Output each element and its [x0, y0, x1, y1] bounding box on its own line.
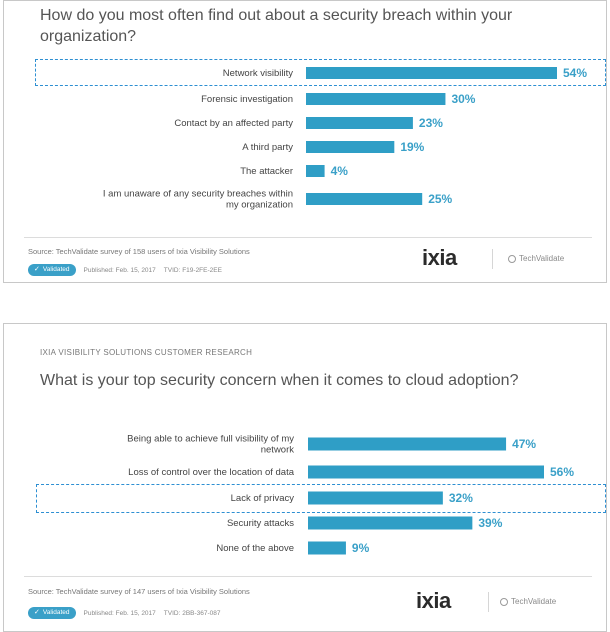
- bar-label: The attacker: [240, 166, 293, 177]
- bar-value-label: 9%: [352, 541, 370, 555]
- meta-row: ✓ Validated Published: Feb. 15, 2017 TVID…: [28, 607, 221, 619]
- bar: [308, 465, 544, 479]
- bar: [308, 541, 346, 555]
- ixia-logo: ixia: [422, 245, 457, 271]
- tvid: TVID: 2BB-367-087: [163, 609, 221, 617]
- bar: [306, 93, 446, 105]
- footer-divider: [24, 576, 592, 577]
- bar: [308, 516, 473, 530]
- bar-value-label: 4%: [331, 164, 349, 178]
- bar-chart-breach-discovery: Network visibility 54% Forensic investigat…: [103, 66, 587, 211]
- validated-badge: ✓ Validated: [28, 264, 76, 276]
- bar-label: Contact by an affected party: [174, 118, 293, 129]
- bar-label: I am unaware of any security breaches wi…: [103, 189, 293, 211]
- badge-label: Validated: [42, 266, 70, 273]
- bar-value-label: 56%: [550, 465, 574, 479]
- bar-chart-cloud-concern: Being able to achieve full visibility of…: [127, 434, 574, 556]
- survey-card-cloud-concern: IXIA VISIBILITY SOLUTIONS CUSTOMER RESEA…: [3, 323, 607, 632]
- bar-label: Loss of control over the location of dat…: [128, 467, 295, 478]
- bar-value-label: 54%: [563, 66, 587, 80]
- survey-card-breach-discovery: How do you most often find out about a s…: [3, 0, 607, 283]
- techvalidate-icon: [508, 254, 516, 263]
- bar: [306, 141, 395, 153]
- bar: [306, 117, 413, 129]
- meta-row: ✓ Validated Published: Feb. 15, 2017 TVID…: [28, 264, 222, 276]
- bar: [308, 491, 443, 505]
- source-text: Source: TechValidate survey of 147 users…: [28, 587, 250, 596]
- badge-label: Validated: [42, 609, 70, 616]
- bar-value-label: 39%: [478, 516, 502, 530]
- bar-label: Being able to achieve full visibility of…: [127, 434, 294, 456]
- logo-separator: [488, 592, 489, 612]
- bar: [306, 67, 557, 79]
- bar-label: Forensic investigation: [201, 94, 293, 105]
- tvid: TVID: F19-2FE-2EE: [163, 266, 222, 274]
- check-icon: ✓: [34, 609, 40, 616]
- bar-value-label: 47%: [512, 437, 536, 451]
- bar-label: Security attacks: [227, 518, 294, 529]
- research-eyebrow: IXIA VISIBILITY SOLUTIONS CUSTOMER RESEA…: [40, 348, 253, 357]
- footer-divider: [24, 237, 592, 238]
- logo-text: ixia: [416, 588, 451, 613]
- published-date: Published: Feb. 15, 2017: [83, 266, 156, 274]
- techvalidate-logo: TechValidate: [508, 254, 564, 263]
- bar-value-label: 19%: [400, 140, 424, 154]
- logo-separator: [492, 249, 493, 269]
- techvalidate-logo: TechValidate: [500, 597, 556, 606]
- ixia-logo: ixia: [416, 588, 451, 614]
- bar-label: Network visibility: [223, 68, 293, 79]
- techvalidate-label: TechValidate: [511, 597, 557, 606]
- check-icon: ✓: [34, 266, 40, 273]
- bar-label: None of the above: [216, 543, 294, 554]
- bar-value-label: 23%: [419, 116, 443, 130]
- bar: [308, 437, 507, 451]
- bar-value-label: 30%: [451, 92, 475, 106]
- bar: [306, 193, 423, 205]
- logo-text: ixia: [422, 245, 457, 270]
- source-text: Source: TechValidate survey of 158 users…: [28, 247, 250, 256]
- bar-label: Lack of privacy: [231, 493, 295, 504]
- validated-badge: ✓ Validated: [28, 607, 76, 619]
- bar-label: A third party: [242, 142, 293, 153]
- bar-value-label: 25%: [428, 192, 452, 206]
- chart-title: What is your top security concern when i…: [40, 372, 519, 389]
- chart-title: How do you most often find out about a s…: [40, 7, 513, 45]
- bar: [306, 165, 325, 177]
- techvalidate-label: TechValidate: [519, 254, 565, 263]
- published-date: Published: Feb. 15, 2017: [83, 609, 156, 617]
- bar-value-label: 32%: [449, 491, 473, 505]
- techvalidate-icon: [500, 597, 508, 606]
